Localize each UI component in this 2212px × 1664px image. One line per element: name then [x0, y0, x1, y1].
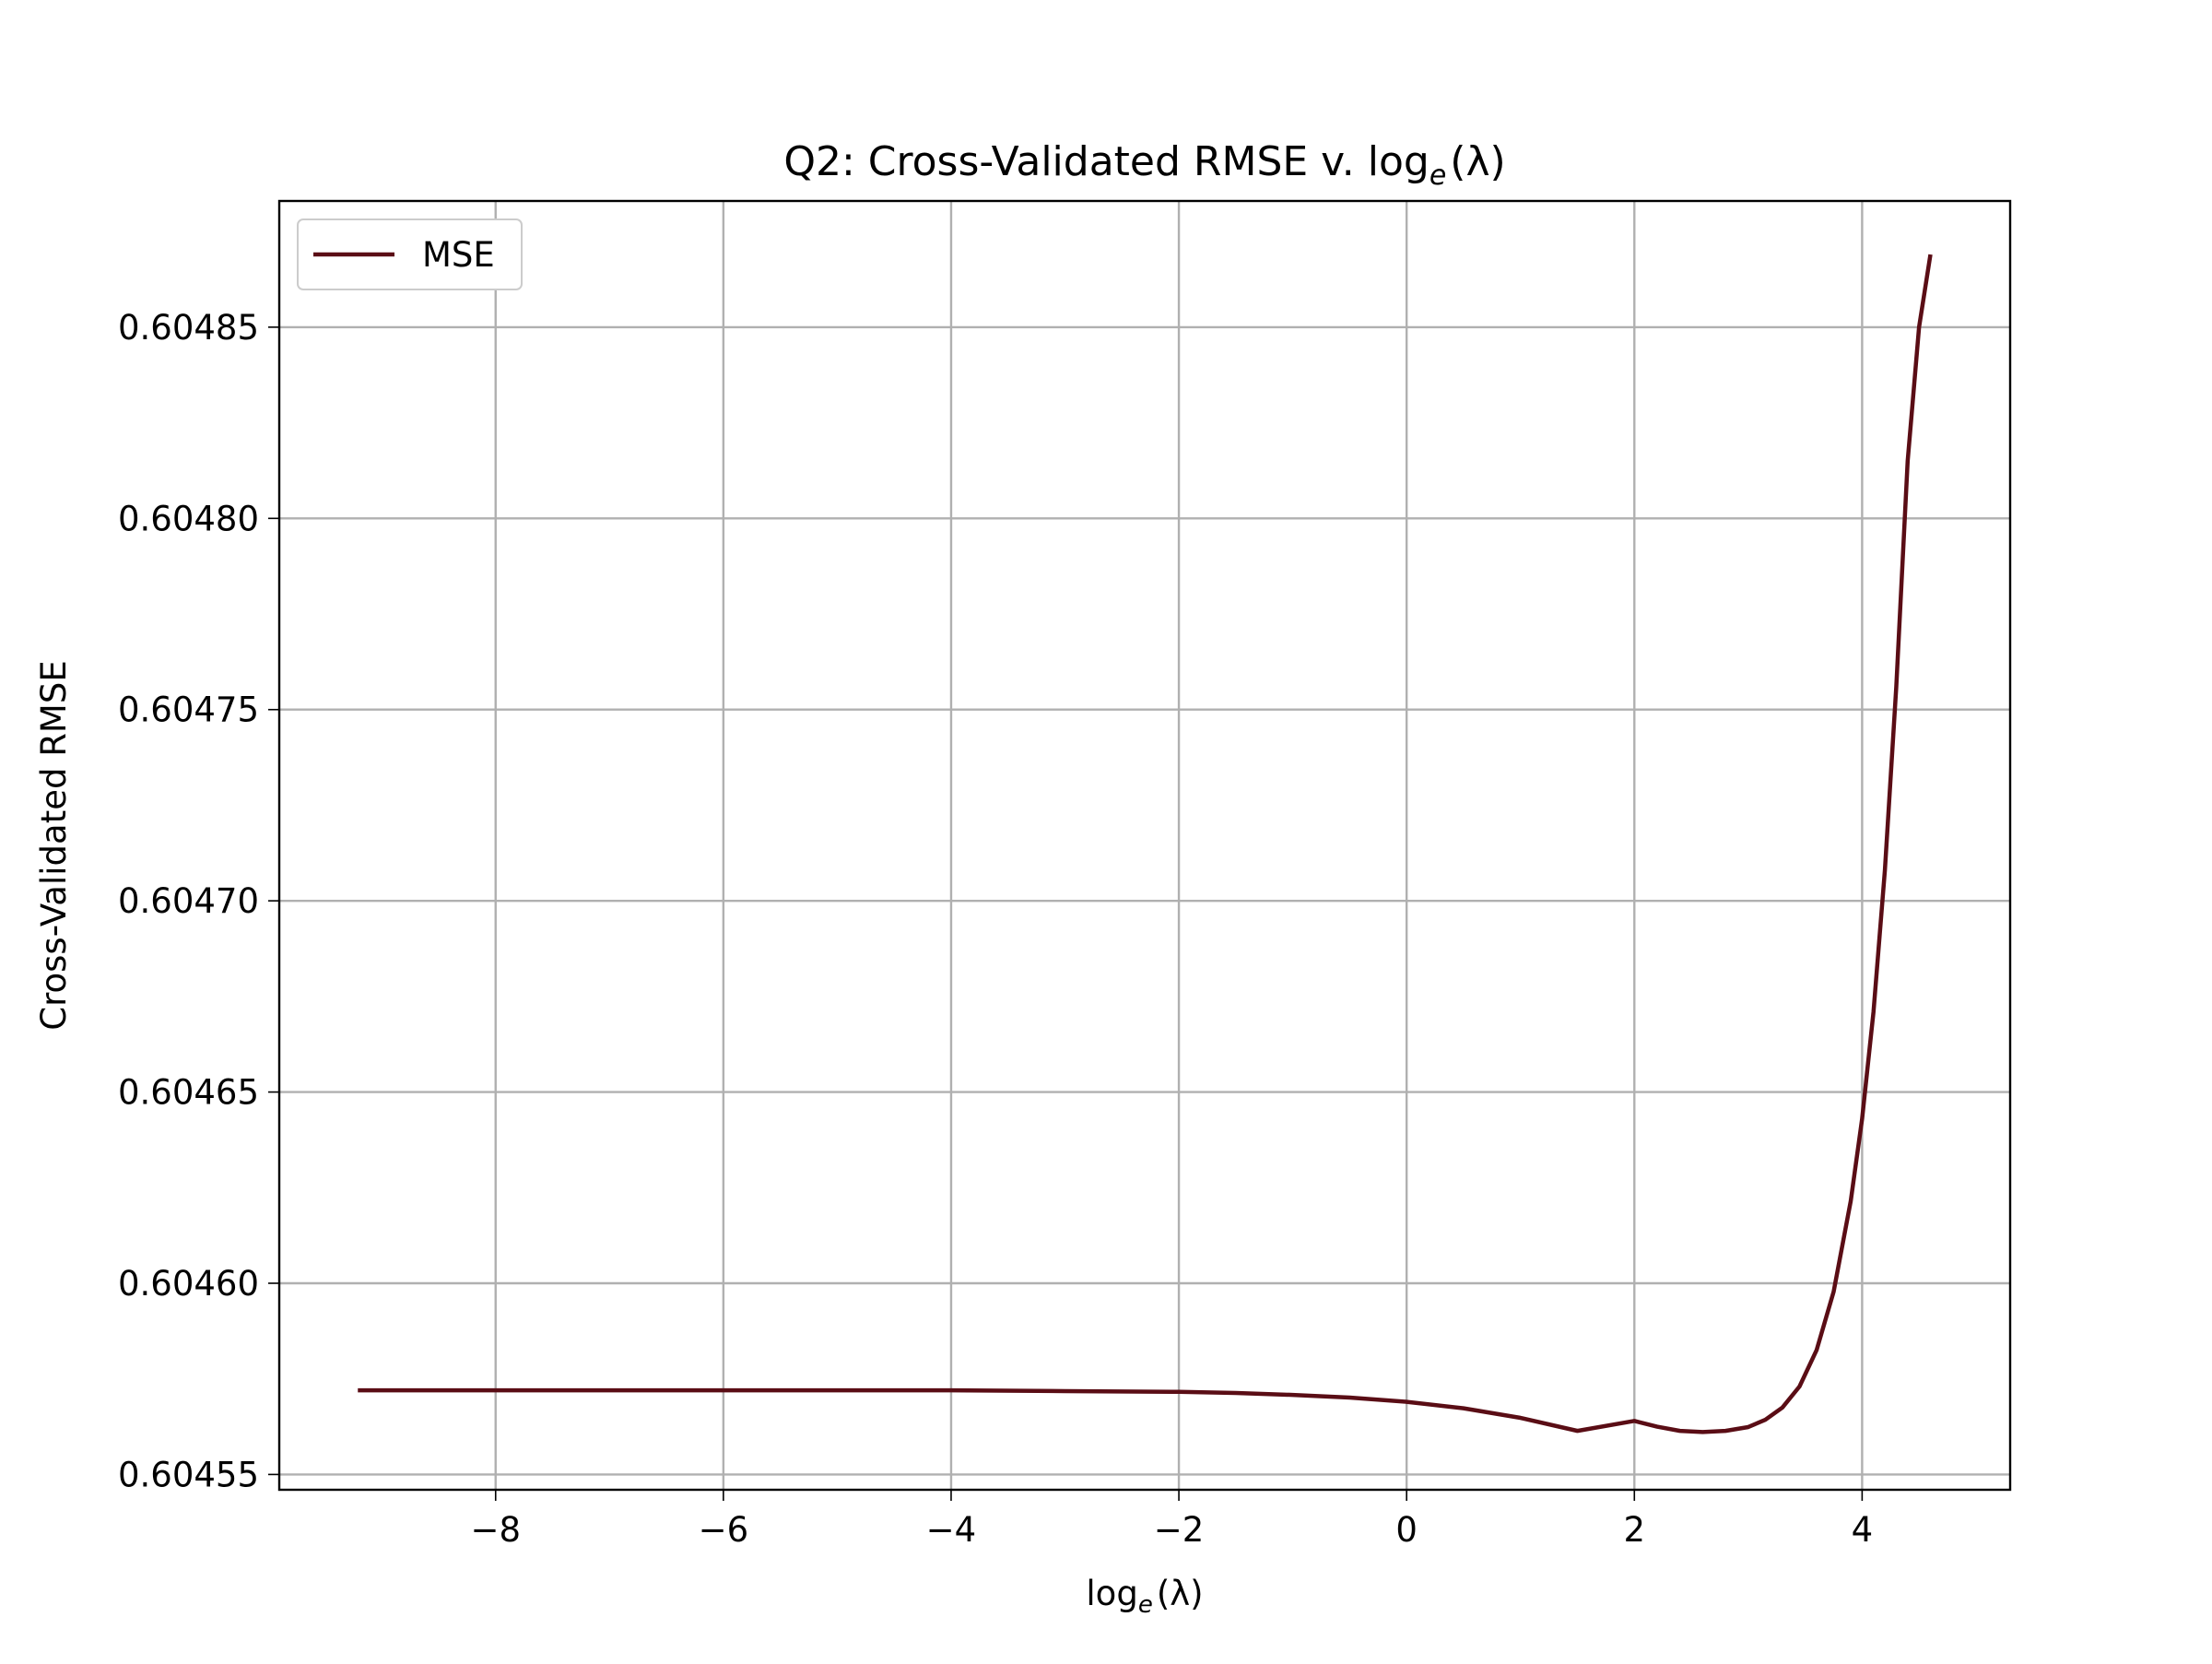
plot-frame [277, 199, 2012, 1492]
chart-title: Q2: Cross-Validated RMSE v. loge(λ) [783, 138, 1505, 192]
y-tick-label: 0.60465 [118, 1073, 259, 1113]
chart-title-suffix: (λ) [1450, 138, 1505, 185]
x-axis-label-suffix: (λ) [1157, 1574, 1204, 1613]
x-tick-label: −4 [926, 1510, 977, 1550]
x-tick-label: −6 [699, 1510, 749, 1550]
grid-layer [279, 201, 2010, 1490]
x-tick-label: −8 [470, 1510, 521, 1550]
legend-label-mse: MSE [422, 235, 495, 275]
tick-layer: −8 −6 −4 −2 0 2 4 0.60455 0.60460 0.60465 0.60470 0… [118, 308, 1873, 1550]
chart-title-main: Q2: Cross-Validated RMSE v. log [783, 138, 1430, 185]
x-tick-label: −2 [1154, 1510, 1205, 1550]
y-tick-label: 0.60470 [118, 881, 259, 921]
x-axis-label-main: log [1086, 1574, 1137, 1613]
x-axis-label-subscript: e [1138, 1591, 1153, 1619]
y-tick-label: 0.60480 [118, 499, 259, 538]
legend-box [297, 218, 523, 290]
x-tick-label: 4 [1852, 1510, 1874, 1550]
y-tick-label: 0.60455 [118, 1455, 259, 1494]
legend: MSE [297, 218, 523, 290]
series-line-mse [358, 254, 1933, 1434]
y-axis-label: Cross-Validated RMSE [34, 660, 74, 1030]
x-tick-label: 0 [1395, 1510, 1418, 1550]
x-axis-label: loge (λ) [1086, 1574, 1203, 1619]
y-tick-label: 0.60485 [118, 308, 259, 348]
y-tick-label: 0.60475 [118, 690, 259, 730]
series-layer [358, 254, 1933, 1434]
y-tick-label: 0.60460 [118, 1264, 259, 1304]
chart-title-subscript: e [1430, 159, 1446, 192]
x-tick-label: 2 [1624, 1510, 1646, 1550]
